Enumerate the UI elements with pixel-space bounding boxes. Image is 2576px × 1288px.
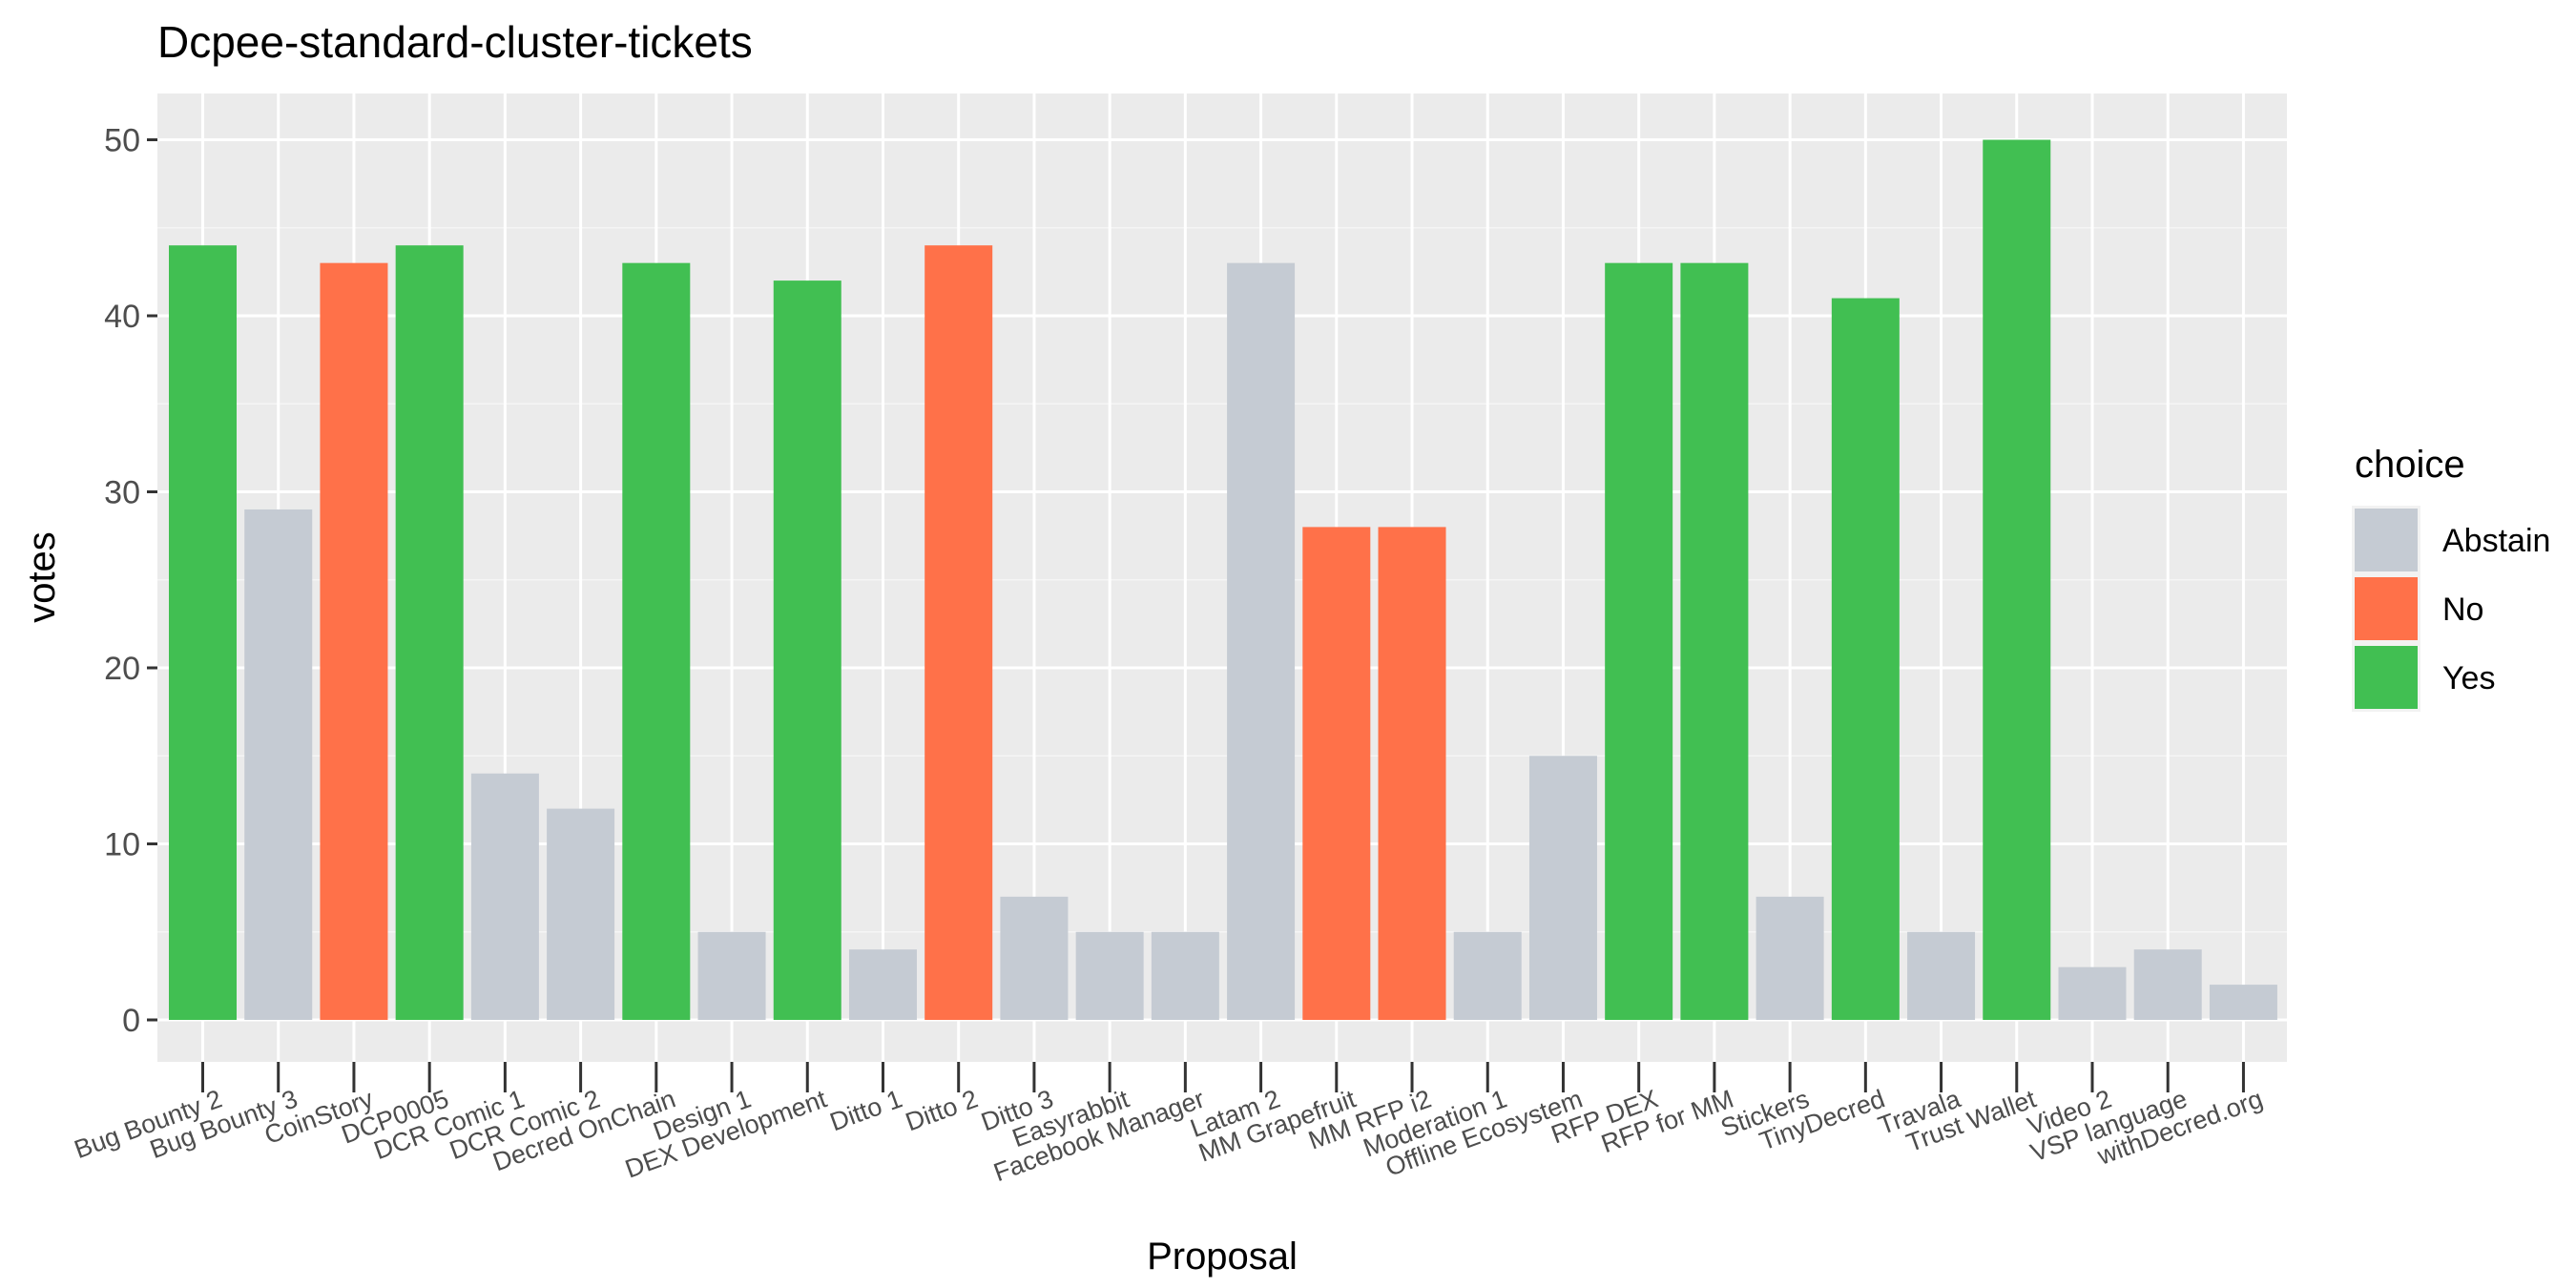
y-tick-label: 30 (104, 475, 140, 511)
legend-swatch (2355, 577, 2418, 640)
bar (1378, 527, 1446, 1020)
bar (395, 245, 464, 1020)
bar (244, 509, 313, 1020)
y-axis-label: votes (21, 531, 63, 623)
bar (773, 280, 841, 1021)
legend-swatch (2355, 509, 2418, 571)
bar (1453, 931, 1522, 1020)
legend-label: No (2442, 592, 2483, 628)
y-tick-label: 40 (104, 299, 140, 335)
legend-label: Abstain (2442, 523, 2550, 559)
bar (169, 245, 237, 1020)
x-tick-label: Ditto 2 (902, 1084, 982, 1136)
bar (2058, 966, 2127, 1020)
bar (1755, 896, 1824, 1020)
bar (1151, 931, 1219, 1020)
y-tick-label: 10 (104, 827, 140, 863)
legend-swatch (2355, 646, 2418, 709)
bar (1227, 262, 1296, 1020)
legend: choice Abstain No Yes (2352, 444, 2550, 712)
bar (924, 245, 993, 1020)
bar (1831, 298, 1900, 1020)
bar (1000, 896, 1069, 1020)
legend-label: Yes (2442, 660, 2495, 696)
bar (1983, 139, 2051, 1020)
legend-title: choice (2355, 444, 2465, 486)
bar (1605, 262, 1673, 1020)
bar (622, 262, 691, 1020)
bar (547, 808, 615, 1020)
y-axis: 0 10 20 30 40 50 (104, 123, 157, 1039)
bar (697, 931, 766, 1020)
y-tick-label: 0 (122, 1003, 140, 1039)
bar (2133, 949, 2202, 1020)
bar (1680, 262, 1749, 1020)
bars (169, 139, 2277, 1021)
bar (1302, 527, 1371, 1020)
y-tick-label: 20 (104, 651, 140, 687)
chart-title: Dcpee-standard-cluster-tickets (157, 17, 753, 67)
bar (320, 262, 388, 1020)
x-tick-label: Ditto 1 (826, 1084, 906, 1136)
bar (848, 949, 917, 1020)
bar (1075, 931, 1144, 1020)
bar (470, 773, 539, 1020)
bar (1528, 756, 1597, 1020)
y-tick-label: 50 (104, 123, 140, 159)
x-axis-label: Proposal (1147, 1236, 1298, 1278)
bar (2209, 985, 2277, 1020)
bar (1907, 931, 1976, 1020)
